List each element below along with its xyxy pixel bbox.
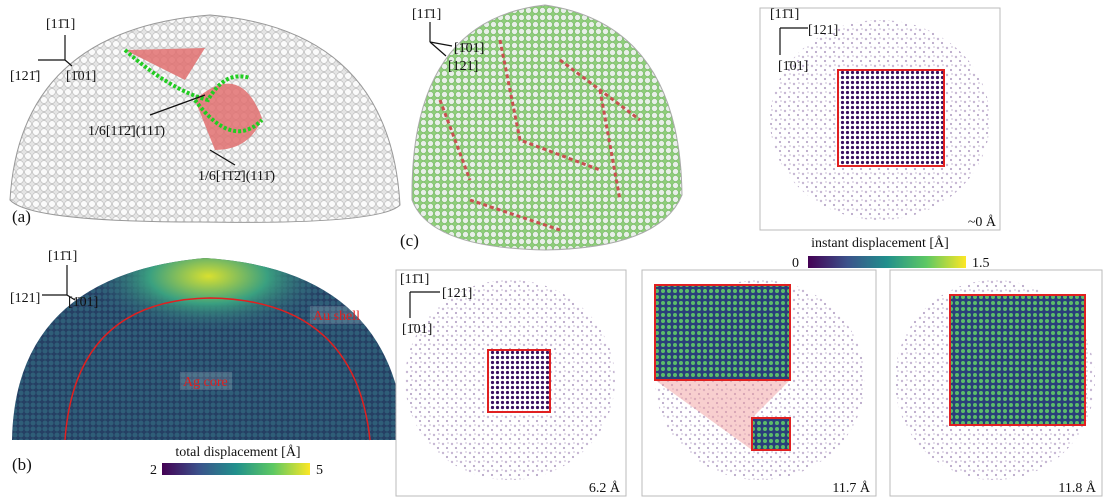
axis-label: [121] xyxy=(442,286,472,301)
panel-c: [11̄1] [1̄01] [121] (c) [11̄1] [121] [1̄… xyxy=(395,4,1103,497)
axis-label: [121] xyxy=(10,291,40,306)
displacement-label: 11.7 Å xyxy=(832,480,870,496)
axis-label: [121] xyxy=(808,23,838,38)
displacement-label: 11.8 Å xyxy=(1058,480,1096,496)
panel-label: (c) xyxy=(400,231,419,250)
axis-label: [11̄1] xyxy=(48,249,77,264)
axis-label: [11̄1] xyxy=(412,7,441,22)
colorbar-tick: 5 xyxy=(316,463,323,478)
panel-label: (b) xyxy=(12,455,32,474)
colorbar-tick: 0 xyxy=(792,256,799,271)
panel-a: [11̄1] [121̄] [1̄01] 1/6[11̄2̄](111̄) 1/… xyxy=(9,14,401,226)
colorbar xyxy=(162,463,310,475)
colorbar-label: total displacement [Å] xyxy=(175,444,300,460)
axis-label: [11̄1] xyxy=(400,272,429,287)
panel-b: [11̄1] [121] [1̄01] Au shell Ag core (b)… xyxy=(10,249,405,478)
panel-label: (a) xyxy=(12,207,31,226)
colorbar-tick: 2 xyxy=(150,463,157,478)
axis-label: [11̄1] xyxy=(770,7,799,22)
region-label: Au shell xyxy=(313,309,360,324)
axis-label: [1̄01] xyxy=(454,41,484,56)
region-label: Ag core xyxy=(183,375,228,390)
axis-label: [1̄01] xyxy=(68,295,98,310)
axis-label: [1̄01] xyxy=(66,69,96,84)
displacement-label: 6.2 Å xyxy=(589,480,621,496)
colorbar-tick: 1.5 xyxy=(972,256,990,271)
displacement-label: ~0 Å xyxy=(968,214,997,230)
axis-label: [1̄01] xyxy=(402,322,432,337)
annotation: 1/6[11̄2̄](111̄) xyxy=(88,124,165,139)
annotation: 1/6[1̄1̄2̄](111̄) xyxy=(198,169,275,184)
colorbar xyxy=(808,256,966,268)
colorbar-label: instant displacement [Å] xyxy=(811,235,949,251)
axis-label: [11̄1] xyxy=(46,17,75,32)
axis-label: [1̄01] xyxy=(778,59,808,74)
axis-label: [121̄] xyxy=(10,69,40,84)
axis-label: [121] xyxy=(448,59,478,74)
